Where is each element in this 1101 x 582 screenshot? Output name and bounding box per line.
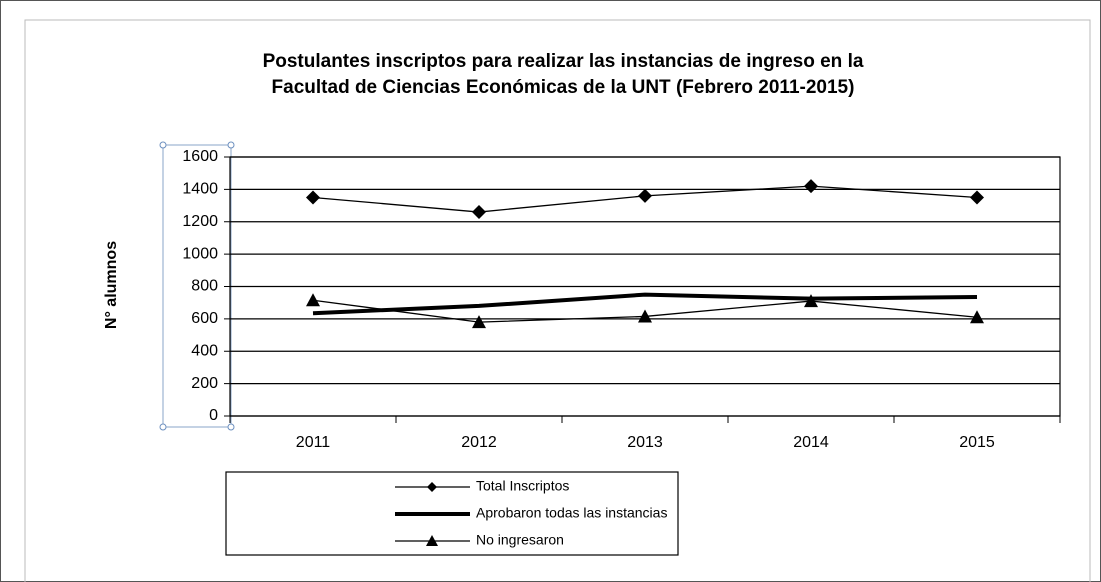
marker: [970, 310, 984, 324]
marker: [804, 179, 818, 194]
y-tick-label: 200: [191, 375, 218, 392]
marker: [472, 205, 486, 220]
legend-marker: [426, 535, 438, 546]
x-tick-label: 2015: [959, 434, 995, 451]
legend-marker: [427, 482, 437, 492]
legend-label: No ingresaron: [476, 532, 564, 548]
legend-label: Total Inscriptos: [476, 478, 569, 494]
marker: [638, 188, 652, 203]
marker: [472, 315, 486, 329]
selection-handle: [159, 141, 167, 149]
chart-title: Facultad de Ciencias Económicas de la UN…: [272, 77, 855, 98]
marker: [638, 309, 652, 323]
legend-label: Aprobaron todas las instancias: [476, 505, 667, 521]
marker: [970, 190, 984, 205]
x-tick-label: 2011: [296, 434, 331, 451]
chart-title: Postulantes inscriptos para realizar las…: [263, 51, 864, 72]
series-line: [312, 292, 978, 316]
marker: [804, 294, 818, 308]
selection-handle: [227, 423, 235, 431]
x-tick-label: 2013: [627, 434, 663, 451]
chart-area: [24, 19, 1091, 582]
selection-handle: [227, 141, 235, 149]
y-tick-label: 0: [209, 407, 218, 424]
y-tick-label: 800: [191, 278, 218, 295]
y-tick-label: 1400: [182, 181, 218, 198]
y-tick-label: 1600: [182, 148, 218, 165]
y-tick-label: 400: [191, 342, 218, 359]
selection-handle: [159, 423, 167, 431]
y-axis-label: N° alumnos: [103, 241, 120, 329]
marker: [306, 190, 320, 205]
x-tick-label: 2012: [461, 434, 497, 451]
marker: [306, 293, 320, 307]
y-tick-label: 1200: [182, 213, 218, 230]
y-tick-label: 1000: [182, 245, 218, 262]
x-tick-label: 2014: [793, 434, 829, 451]
y-tick-label: 600: [191, 310, 218, 327]
